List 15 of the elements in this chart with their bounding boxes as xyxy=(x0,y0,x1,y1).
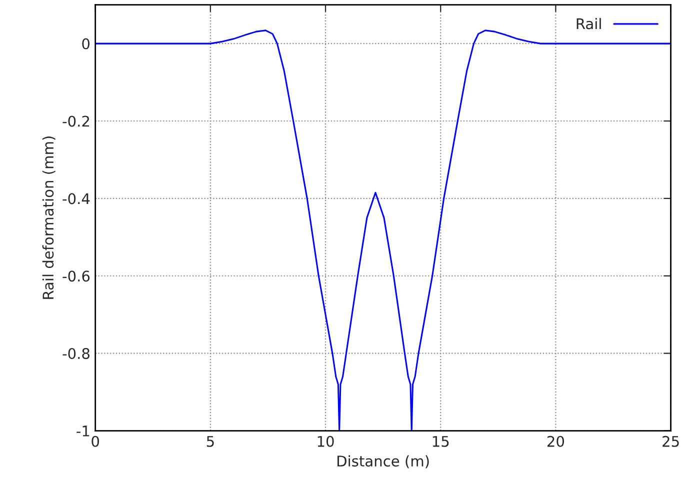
legend-label: Rail xyxy=(576,18,601,30)
y-tick-label: -0.8 xyxy=(62,348,90,360)
x-tick-label: 0 xyxy=(92,436,100,447)
x-tick-label: 20 xyxy=(547,436,564,447)
x-tick-label: 15 xyxy=(432,436,449,447)
x-tick-label: 25 xyxy=(662,436,679,447)
y-tick-label: -0.2 xyxy=(62,116,90,127)
x-tick-label: 10 xyxy=(318,436,334,447)
x-axis-title: Distance (m) xyxy=(338,455,429,468)
y-tick-label: -0.6 xyxy=(62,270,90,282)
y-tick-label: 0 xyxy=(82,38,90,50)
y-tick-label: -0.4 xyxy=(62,193,90,204)
y-tick-label: -1 xyxy=(76,426,90,436)
x-tick-label: 5 xyxy=(206,436,214,447)
y-axis-title: Rail deformation (mm) xyxy=(42,136,56,299)
